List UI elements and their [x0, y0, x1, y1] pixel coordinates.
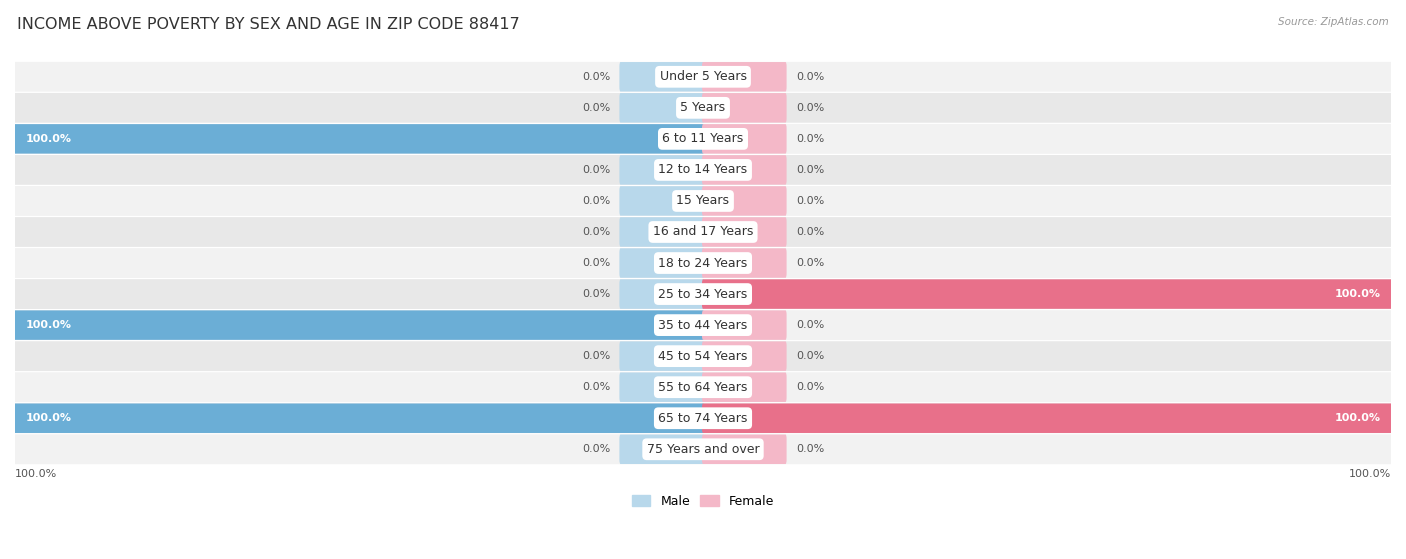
FancyBboxPatch shape	[702, 186, 786, 216]
Text: 75 Years and over: 75 Years and over	[647, 443, 759, 456]
Text: 100.0%: 100.0%	[25, 320, 72, 330]
Text: 0.0%: 0.0%	[582, 444, 610, 454]
FancyBboxPatch shape	[702, 62, 786, 92]
FancyBboxPatch shape	[702, 248, 786, 278]
Text: 100.0%: 100.0%	[15, 470, 58, 480]
Text: 100.0%: 100.0%	[1348, 470, 1391, 480]
Text: 0.0%: 0.0%	[796, 72, 824, 82]
FancyBboxPatch shape	[15, 372, 1391, 402]
Text: 65 to 74 Years: 65 to 74 Years	[658, 412, 748, 425]
FancyBboxPatch shape	[702, 217, 786, 247]
FancyBboxPatch shape	[15, 310, 1391, 340]
Text: 0.0%: 0.0%	[796, 134, 824, 144]
Text: 35 to 44 Years: 35 to 44 Years	[658, 319, 748, 331]
Text: 100.0%: 100.0%	[1334, 289, 1381, 299]
Text: 15 Years: 15 Years	[676, 195, 730, 207]
Text: 0.0%: 0.0%	[582, 72, 610, 82]
Text: 0.0%: 0.0%	[796, 227, 824, 237]
Text: 18 to 24 Years: 18 to 24 Years	[658, 257, 748, 269]
FancyBboxPatch shape	[15, 186, 1391, 216]
FancyBboxPatch shape	[620, 248, 704, 278]
Text: 0.0%: 0.0%	[796, 320, 824, 330]
Text: INCOME ABOVE POVERTY BY SEX AND AGE IN ZIP CODE 88417: INCOME ABOVE POVERTY BY SEX AND AGE IN Z…	[17, 17, 520, 32]
Text: 100.0%: 100.0%	[25, 413, 72, 423]
Text: 0.0%: 0.0%	[796, 196, 824, 206]
Text: 0.0%: 0.0%	[582, 351, 610, 361]
FancyBboxPatch shape	[620, 186, 704, 216]
FancyBboxPatch shape	[702, 342, 786, 371]
FancyBboxPatch shape	[15, 124, 1391, 154]
FancyBboxPatch shape	[702, 404, 1392, 433]
Text: 0.0%: 0.0%	[796, 258, 824, 268]
FancyBboxPatch shape	[620, 342, 704, 371]
FancyBboxPatch shape	[620, 280, 704, 309]
FancyBboxPatch shape	[702, 93, 786, 122]
FancyBboxPatch shape	[702, 280, 1392, 309]
FancyBboxPatch shape	[620, 62, 704, 92]
Text: 0.0%: 0.0%	[582, 382, 610, 392]
Text: 12 to 14 Years: 12 to 14 Years	[658, 163, 748, 177]
Text: 25 to 34 Years: 25 to 34 Years	[658, 287, 748, 301]
Text: 0.0%: 0.0%	[582, 258, 610, 268]
Text: 55 to 64 Years: 55 to 64 Years	[658, 381, 748, 394]
FancyBboxPatch shape	[702, 434, 786, 464]
Text: 5 Years: 5 Years	[681, 101, 725, 115]
Text: 0.0%: 0.0%	[582, 289, 610, 299]
FancyBboxPatch shape	[14, 310, 704, 340]
Text: 0.0%: 0.0%	[796, 444, 824, 454]
Text: 6 to 11 Years: 6 to 11 Years	[662, 132, 744, 145]
FancyBboxPatch shape	[15, 248, 1391, 278]
Text: Source: ZipAtlas.com: Source: ZipAtlas.com	[1278, 17, 1389, 27]
Text: 0.0%: 0.0%	[582, 165, 610, 175]
FancyBboxPatch shape	[15, 341, 1391, 371]
Text: 0.0%: 0.0%	[582, 196, 610, 206]
FancyBboxPatch shape	[15, 93, 1391, 123]
FancyBboxPatch shape	[15, 434, 1391, 464]
FancyBboxPatch shape	[620, 372, 704, 402]
FancyBboxPatch shape	[15, 279, 1391, 309]
Text: 45 to 54 Years: 45 to 54 Years	[658, 349, 748, 363]
FancyBboxPatch shape	[620, 155, 704, 184]
FancyBboxPatch shape	[15, 155, 1391, 185]
Legend: Male, Female: Male, Female	[627, 490, 779, 513]
Text: 0.0%: 0.0%	[796, 382, 824, 392]
FancyBboxPatch shape	[620, 93, 704, 122]
Text: 0.0%: 0.0%	[796, 165, 824, 175]
FancyBboxPatch shape	[15, 217, 1391, 247]
FancyBboxPatch shape	[14, 124, 704, 154]
Text: 0.0%: 0.0%	[796, 351, 824, 361]
FancyBboxPatch shape	[620, 434, 704, 464]
Text: 0.0%: 0.0%	[582, 103, 610, 113]
FancyBboxPatch shape	[15, 62, 1391, 92]
FancyBboxPatch shape	[702, 310, 786, 340]
FancyBboxPatch shape	[702, 372, 786, 402]
FancyBboxPatch shape	[702, 124, 786, 154]
FancyBboxPatch shape	[620, 217, 704, 247]
Text: 100.0%: 100.0%	[25, 134, 72, 144]
FancyBboxPatch shape	[14, 404, 704, 433]
FancyBboxPatch shape	[15, 404, 1391, 433]
Text: 16 and 17 Years: 16 and 17 Years	[652, 225, 754, 239]
Text: 0.0%: 0.0%	[582, 227, 610, 237]
Text: 0.0%: 0.0%	[796, 103, 824, 113]
Text: Under 5 Years: Under 5 Years	[659, 70, 747, 83]
Text: 100.0%: 100.0%	[1334, 413, 1381, 423]
FancyBboxPatch shape	[702, 155, 786, 184]
